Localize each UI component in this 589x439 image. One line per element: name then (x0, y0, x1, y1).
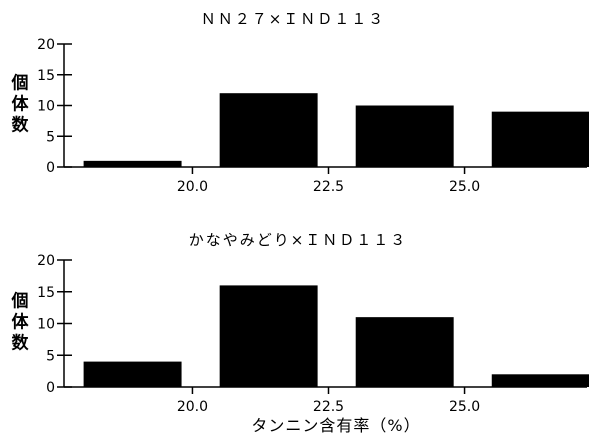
bar (355, 317, 454, 387)
chart-title-top: ＮＮ２７×ＩＮＤ１１３ (201, 10, 386, 28)
panel-bottom: かなやみどり×ＩＮＤ１１３ タンニン含有率（%） 0 5 10 15 20 20.0 22.… (11, 231, 589, 435)
bar (355, 105, 454, 167)
bar (83, 160, 182, 167)
bar (491, 111, 589, 167)
panel-top: ＮＮ２７×ＩＮＤ１１３ 0 5 10 15 20 20.0 22.5 25.0 個体数 (11, 10, 589, 195)
x-tick-label: 22.5 (313, 399, 344, 415)
y-tick-label: 5 (46, 129, 55, 145)
x-axis-label: タンニン含有率（%） (251, 416, 420, 435)
y-tick-label: 15 (37, 68, 55, 84)
x-tick-label: 25.0 (449, 399, 480, 415)
chart-title-bottom: かなやみどり×ＩＮＤ１１３ (189, 231, 408, 249)
y-tick-label: 0 (46, 160, 55, 176)
bar (83, 361, 182, 387)
y-tick-label: 10 (37, 99, 55, 115)
bar (491, 374, 589, 387)
y-tick-label: 20 (37, 253, 55, 269)
bar (219, 285, 318, 387)
bar (219, 93, 318, 167)
y-tick-label: 5 (46, 348, 55, 364)
x-tick-label: 25.0 (449, 179, 480, 195)
y-tick-label: 15 (37, 285, 55, 301)
y-axis-label: 個体数 (11, 291, 30, 354)
y-axis-label: 個体数 (11, 73, 30, 136)
x-tick-label: 20.0 (177, 399, 208, 415)
x-tick-label: 20.0 (177, 179, 208, 195)
y-tick-label: 0 (46, 380, 55, 396)
y-tick-label: 10 (37, 317, 55, 333)
y-tick-label: 20 (37, 37, 55, 53)
x-tick-label: 22.5 (313, 179, 344, 195)
